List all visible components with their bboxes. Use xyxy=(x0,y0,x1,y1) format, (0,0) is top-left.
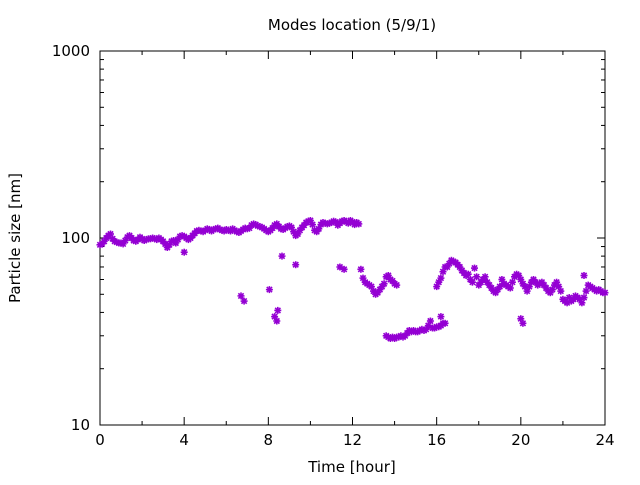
y-tick-label: 1000 xyxy=(52,42,90,60)
data-point xyxy=(580,272,588,279)
x-tick-label: 8 xyxy=(264,431,274,449)
x-tick-label: 20 xyxy=(511,431,530,449)
data-point xyxy=(519,319,527,327)
data-point xyxy=(380,280,388,288)
data-point xyxy=(473,273,481,281)
data-point xyxy=(237,292,245,300)
data-point xyxy=(273,317,281,325)
x-axis-tick-labels: 0 4 8 12 16 20 24 xyxy=(95,431,614,449)
data-point xyxy=(437,313,445,321)
data-point xyxy=(355,220,363,228)
data-point xyxy=(357,265,365,273)
data-point xyxy=(441,319,449,327)
data-point xyxy=(468,278,476,286)
data-point xyxy=(464,270,472,278)
data-point xyxy=(557,287,565,295)
data-point xyxy=(265,286,273,294)
x-axis-label: Time [hour] xyxy=(307,458,396,476)
data-point xyxy=(292,261,300,269)
data-point xyxy=(508,278,516,286)
data-point xyxy=(471,264,478,272)
data-point xyxy=(601,289,609,297)
y-axis-ticks xyxy=(100,50,605,426)
x-tick-label: 12 xyxy=(343,431,362,449)
data-point xyxy=(278,252,286,260)
chart-title: Modes location (5/9/1) xyxy=(268,16,436,34)
data-point xyxy=(274,306,282,314)
y-axis-label: Particle size [nm] xyxy=(6,173,24,303)
data-point xyxy=(309,221,316,229)
x-tick-label: 4 xyxy=(179,431,189,449)
data-point xyxy=(437,274,445,282)
x-tick-label: 24 xyxy=(595,431,614,449)
data-point xyxy=(240,297,248,305)
x-tick-label: 16 xyxy=(427,431,446,449)
data-point xyxy=(271,313,279,321)
y-tick-label: 100 xyxy=(61,229,90,247)
data-point xyxy=(393,281,401,289)
y-tick-label: 10 xyxy=(71,416,90,434)
x-tick-label: 0 xyxy=(95,431,105,449)
data-point xyxy=(506,284,514,292)
y-axis-tick-labels: 10 100 1000 xyxy=(52,42,90,434)
data-point xyxy=(180,248,188,256)
data-points xyxy=(96,217,609,342)
data-point xyxy=(426,317,434,325)
data-point xyxy=(340,265,348,273)
x-axis-ticks xyxy=(99,51,606,425)
data-point xyxy=(580,294,588,302)
